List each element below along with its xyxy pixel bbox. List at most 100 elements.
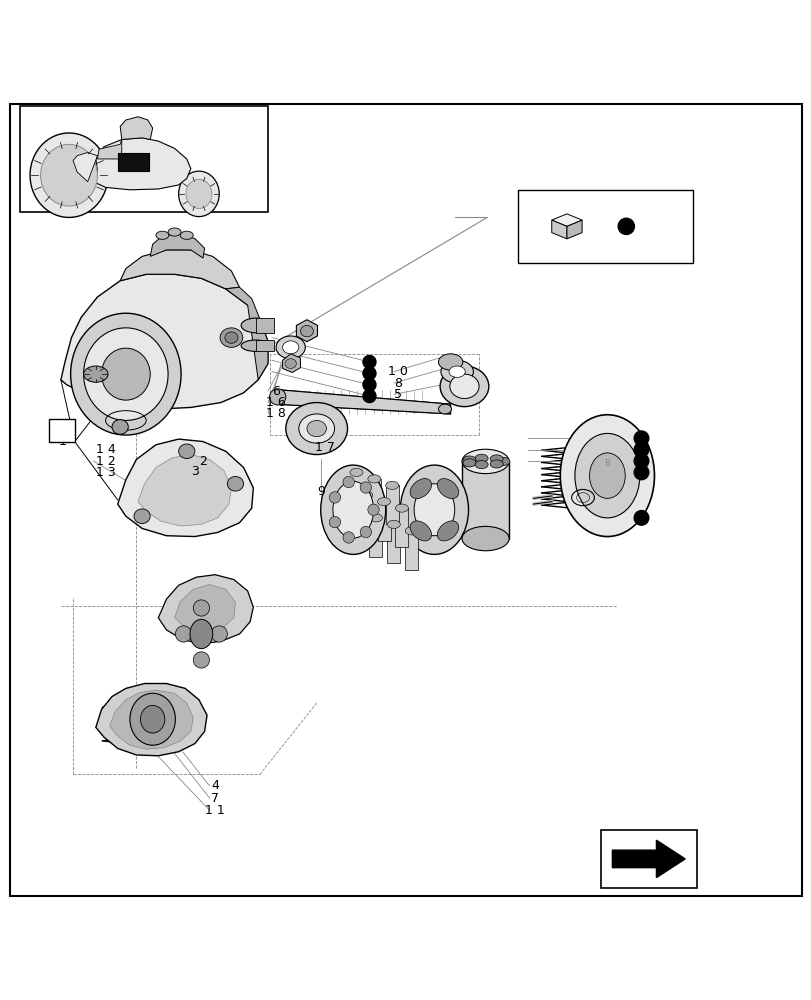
Text: KIT: KIT [560,217,573,223]
Ellipse shape [490,455,503,463]
Ellipse shape [574,433,639,518]
Circle shape [363,367,375,380]
Polygon shape [385,485,398,524]
Polygon shape [276,390,450,414]
Polygon shape [551,220,566,239]
Circle shape [633,511,648,525]
Text: 8: 8 [393,377,401,390]
Ellipse shape [134,509,150,524]
Polygon shape [158,575,253,644]
Ellipse shape [437,479,458,499]
Bar [255,318,273,333]
Ellipse shape [156,231,169,239]
Text: 1 0: 1 0 [388,365,407,378]
Text: B: B [603,459,610,468]
Ellipse shape [474,454,487,462]
Ellipse shape [30,133,108,217]
Ellipse shape [320,465,385,554]
Ellipse shape [410,479,431,499]
Ellipse shape [395,504,408,512]
Ellipse shape [328,492,340,503]
Bar [118,153,148,171]
Ellipse shape [440,366,488,407]
Ellipse shape [282,341,298,354]
Ellipse shape [211,626,227,642]
Ellipse shape [101,348,150,400]
Ellipse shape [400,465,468,554]
Ellipse shape [84,328,168,420]
Polygon shape [377,502,390,541]
Text: 1 1: 1 1 [205,804,225,817]
Ellipse shape [180,231,193,239]
Bar [20,106,268,212]
Circle shape [363,378,375,391]
Bar [600,830,696,888]
Circle shape [363,355,375,368]
Ellipse shape [285,359,296,368]
Polygon shape [120,250,239,289]
Ellipse shape [342,476,354,488]
Polygon shape [387,524,400,563]
Polygon shape [225,287,268,380]
Ellipse shape [168,228,181,236]
Polygon shape [93,138,191,190]
Ellipse shape [414,484,454,536]
Ellipse shape [449,374,478,398]
Text: 1 8: 1 8 [266,407,285,420]
Ellipse shape [462,456,475,464]
Polygon shape [150,234,204,258]
Ellipse shape [438,354,462,370]
Ellipse shape [190,619,212,649]
Text: KIT: KIT [569,227,580,232]
Ellipse shape [285,403,347,455]
Ellipse shape [350,468,363,476]
Circle shape [633,465,648,480]
Text: 9: 9 [316,485,324,498]
Ellipse shape [175,626,191,642]
Polygon shape [104,409,142,423]
Text: KIT: KIT [552,227,564,232]
Ellipse shape [225,332,238,343]
Polygon shape [73,152,97,182]
Ellipse shape [387,520,400,528]
Text: 1 7: 1 7 [315,441,334,454]
Ellipse shape [440,360,473,383]
Text: = 1  5: = 1 5 [643,220,681,233]
Ellipse shape [328,516,340,528]
Text: 2: 2 [199,455,207,468]
Ellipse shape [462,459,475,467]
Ellipse shape [220,328,242,347]
Polygon shape [282,354,300,373]
Ellipse shape [241,318,270,333]
Ellipse shape [193,600,209,616]
Ellipse shape [84,366,108,382]
Bar [517,190,692,263]
Polygon shape [61,274,268,409]
Ellipse shape [193,652,209,668]
Ellipse shape [227,476,243,491]
Polygon shape [551,214,581,226]
Polygon shape [174,584,235,632]
Polygon shape [96,684,207,756]
Ellipse shape [448,366,465,377]
Ellipse shape [342,532,354,543]
Ellipse shape [437,521,458,541]
Text: 1: 1 [58,435,67,448]
Ellipse shape [490,460,503,468]
Ellipse shape [367,504,379,515]
Text: 7: 7 [211,792,219,805]
Ellipse shape [71,313,181,435]
Ellipse shape [269,389,285,405]
Text: 6: 6 [272,385,280,398]
Polygon shape [405,531,418,570]
Text: 1 2: 1 2 [96,455,115,468]
Polygon shape [461,461,508,539]
Polygon shape [395,508,408,547]
Polygon shape [109,690,193,749]
Polygon shape [97,139,122,159]
Ellipse shape [41,144,97,206]
Text: 1: 1 [58,424,66,437]
Ellipse shape [359,491,372,499]
Ellipse shape [186,179,212,208]
Ellipse shape [130,693,175,745]
